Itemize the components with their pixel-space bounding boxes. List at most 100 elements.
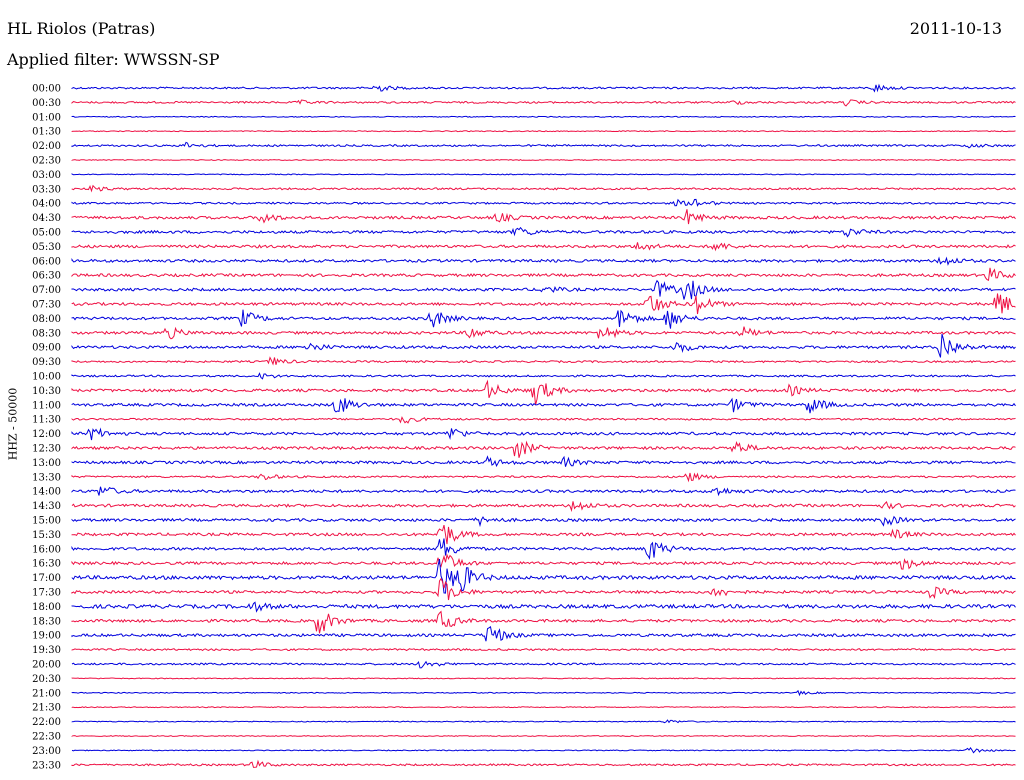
trace-line — [71, 486, 1016, 497]
time-tick-label: 06:30 — [32, 271, 61, 282]
time-tick-label: 09:00 — [32, 343, 61, 354]
time-tick-label: 19:00 — [32, 631, 61, 642]
trace-line — [71, 198, 1016, 207]
time-tick-label: 07:30 — [32, 300, 61, 311]
trace-line — [71, 455, 1016, 468]
time-tick-label: 08:30 — [32, 328, 61, 339]
trace-line — [71, 309, 1016, 329]
time-tick-label: 07:00 — [32, 285, 61, 296]
trace-line — [71, 706, 1016, 709]
time-tick-label: 11:30 — [32, 415, 61, 426]
time-tick-label: 12:00 — [32, 429, 61, 440]
trace-line — [71, 416, 1016, 424]
time-tick-label: 10:00 — [32, 372, 61, 383]
time-tick-label: 13:00 — [32, 458, 61, 469]
trace-line — [71, 242, 1016, 252]
trace-line — [71, 660, 1016, 669]
time-tick-label: 23:30 — [32, 760, 61, 771]
time-tick-label: 00:30 — [32, 98, 61, 109]
time-tick-label: 14:30 — [32, 501, 61, 512]
time-tick-label: 14:00 — [32, 487, 61, 498]
trace-line — [71, 141, 1016, 149]
time-tick-label: 09:30 — [32, 357, 61, 368]
time-tick-label: 16:00 — [32, 544, 61, 555]
time-tick-label: 18:30 — [32, 616, 61, 627]
trace-line — [71, 689, 1016, 697]
time-tick-label: 17:00 — [32, 573, 61, 584]
time-tick-label: 16:30 — [32, 559, 61, 570]
time-tick-label: 05:30 — [32, 242, 61, 253]
time-tick-label: 23:00 — [32, 746, 61, 757]
time-tick-label: 12:30 — [32, 444, 61, 455]
trace-line — [71, 256, 1016, 266]
time-tick-label: 00:00 — [32, 84, 61, 95]
time-tick-label: 03:30 — [32, 184, 61, 195]
time-tick-label: 15:00 — [32, 516, 61, 527]
trace-line — [71, 333, 1016, 358]
trace-line — [71, 625, 1016, 642]
trace-line — [71, 293, 1016, 315]
trace-line — [71, 130, 1016, 133]
trace-line — [71, 184, 1016, 193]
trace-line — [71, 610, 1016, 634]
trace-line — [71, 159, 1016, 161]
trace-line — [71, 577, 1016, 601]
trace-line — [71, 440, 1016, 458]
trace-line — [71, 601, 1016, 613]
trace-line — [71, 677, 1016, 680]
trace-line — [71, 500, 1016, 513]
filter-label: Applied filter: WWSSN-SP — [7, 50, 220, 69]
trace-line — [71, 427, 1016, 441]
time-tick-label: 11:00 — [32, 400, 61, 411]
time-tick-label: 20:30 — [32, 674, 61, 685]
trace-line — [71, 99, 1016, 107]
time-tick-label: 02:30 — [32, 156, 61, 167]
trace-line — [71, 759, 1016, 768]
time-tick-label: 05:00 — [32, 228, 61, 239]
trace-line — [71, 209, 1016, 225]
trace-line — [71, 397, 1016, 414]
time-tick-label: 22:00 — [32, 717, 61, 728]
time-tick-label: 17:30 — [32, 588, 61, 599]
time-tick-label: 03:00 — [32, 170, 61, 181]
time-tick-label: 08:00 — [32, 314, 61, 325]
time-tick-label: 19:30 — [32, 645, 61, 656]
trace-line — [71, 747, 1016, 754]
trace-line — [71, 558, 1016, 594]
trace-line — [71, 379, 1016, 406]
trace-line — [71, 648, 1016, 652]
trace-line — [71, 226, 1016, 238]
time-tick-label: 20:00 — [32, 660, 61, 671]
time-tick-label: 18:00 — [32, 602, 61, 613]
trace-line — [71, 279, 1016, 300]
time-tick-label: 21:00 — [32, 688, 61, 699]
trace-line — [71, 372, 1016, 380]
trace-line — [71, 173, 1016, 176]
time-tick-label: 13:30 — [32, 472, 61, 483]
trace-line — [71, 356, 1016, 366]
trace-line — [71, 515, 1016, 528]
time-tick-label: 15:30 — [32, 530, 61, 541]
time-tick-label: 01:30 — [32, 127, 61, 138]
trace-line — [71, 472, 1016, 483]
trace-line — [71, 524, 1016, 545]
time-tick-label: 04:30 — [32, 213, 61, 224]
trace-line — [71, 735, 1016, 737]
trace-line — [71, 83, 1016, 93]
station-title: HL Riolos (Patras) — [7, 19, 156, 38]
trace-line — [71, 326, 1016, 340]
time-tick-label: 21:30 — [32, 703, 61, 714]
trace-line — [71, 115, 1016, 118]
time-tick-label: 02:00 — [32, 141, 61, 152]
trace-line — [71, 719, 1016, 724]
trace-line — [71, 538, 1016, 560]
time-tick-label: 06:00 — [32, 256, 61, 267]
record-date: 2011-10-13 — [909, 19, 1002, 38]
time-tick-label: 04:00 — [32, 199, 61, 210]
time-tick-label: 22:30 — [32, 732, 61, 743]
time-tick-label: 10:30 — [32, 386, 61, 397]
trace-line — [71, 553, 1016, 570]
trace-line — [71, 267, 1016, 282]
time-tick-label: 01:00 — [32, 112, 61, 123]
